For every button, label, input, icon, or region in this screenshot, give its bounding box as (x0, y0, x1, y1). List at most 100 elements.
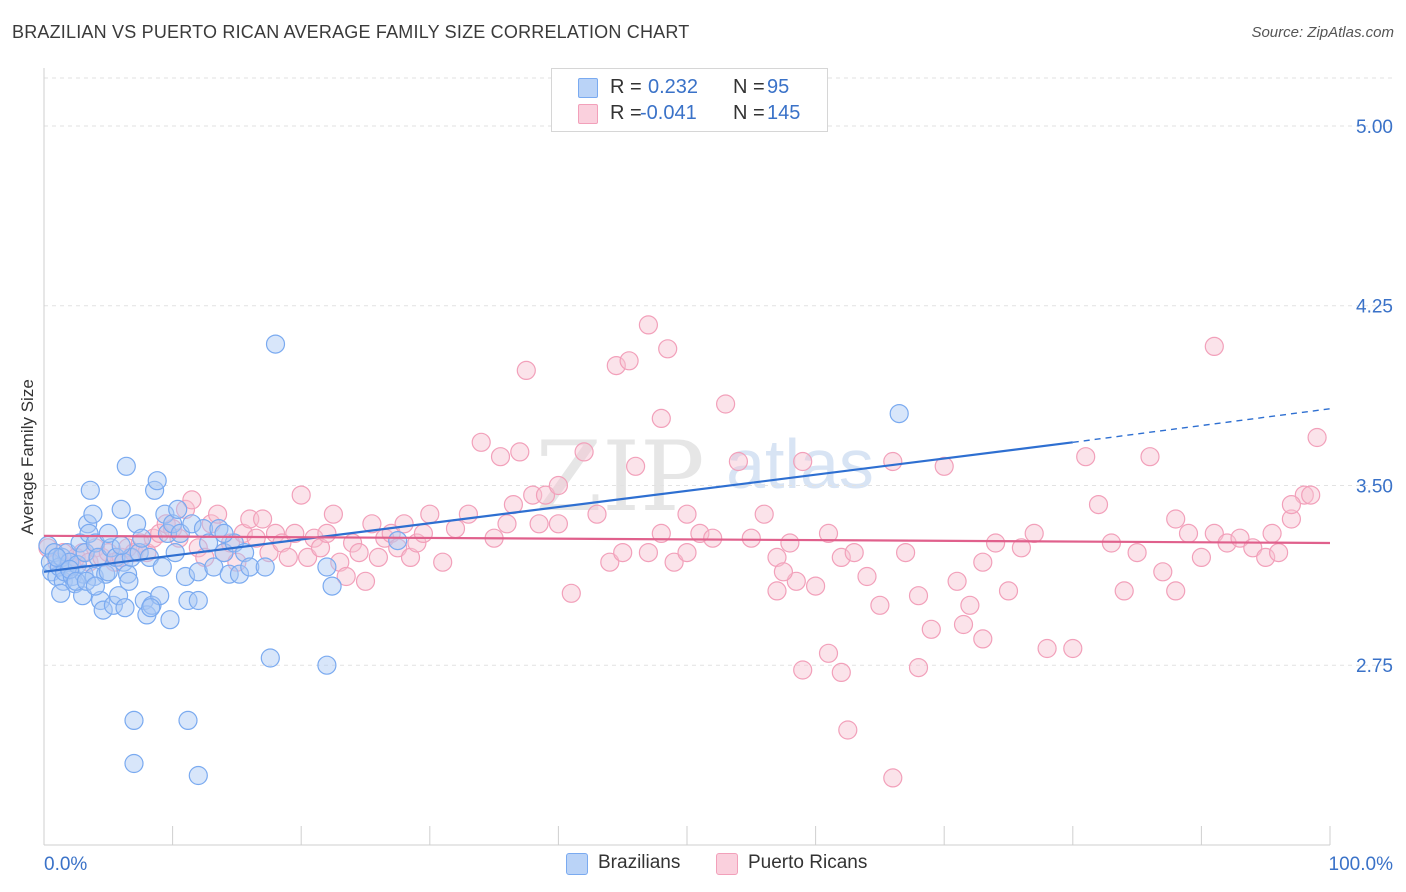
puerto-rican-point (658, 339, 678, 359)
brazilian-point (260, 648, 280, 668)
puerto-rican-point (1281, 495, 1302, 515)
puerto-rican-point (175, 499, 196, 519)
puerto-rican-point (291, 485, 311, 505)
brazilian-point (163, 514, 183, 534)
y-tick-label: 5.00 (1356, 117, 1393, 138)
puerto-rican-point (516, 360, 536, 380)
puerto-rican-point (574, 442, 594, 462)
puerto-rican-point (908, 586, 929, 606)
puerto-rican-point (510, 442, 530, 462)
puerto-rican-point (677, 504, 697, 524)
puerto-rican-point (1076, 447, 1096, 467)
brazilian-point (119, 571, 139, 591)
puerto-rican-point (921, 619, 941, 639)
puerto-rican-point (182, 490, 202, 510)
puerto-rican-point (317, 523, 337, 544)
brazilian-point (76, 571, 97, 591)
puerto-rican-point (1114, 581, 1134, 601)
legend-n-value: 145 (767, 102, 801, 124)
puerto-rican-point (433, 552, 453, 572)
puerto-rican-point (638, 315, 659, 335)
puerto-rican-point (960, 595, 980, 615)
puerto-rican-point (336, 566, 356, 587)
brazilian-point (116, 456, 136, 476)
series-swatch-blue (566, 853, 588, 875)
puerto-rican-point (490, 447, 511, 467)
puerto-rican-point (587, 504, 607, 524)
puerto-rican-point (703, 528, 723, 548)
puerto-rican-point (323, 504, 343, 524)
puerto-rican-point (349, 542, 369, 563)
puerto-rican-point (298, 547, 318, 568)
puerto-rican-point (625, 456, 646, 476)
brazilian-point (178, 590, 198, 611)
puerto-rican-point (741, 528, 761, 548)
brazilian-point (111, 535, 131, 556)
puerto-rican-point (883, 768, 903, 788)
chart-title: BRAZILIAN VS PUERTO RICAN AVERAGE FAMILY… (12, 22, 690, 42)
brazilian-point (147, 471, 167, 491)
puerto-rican-point (1088, 495, 1109, 515)
puerto-rican-point (458, 504, 478, 524)
puerto-rican-point (1281, 509, 1302, 529)
puerto-rican-point (1037, 638, 1057, 659)
puerto-rican-point (535, 485, 556, 505)
puerto-rican-point (413, 523, 433, 544)
brazilian-point (182, 514, 202, 534)
watermark-atlas: atlas (726, 425, 874, 503)
puerto-rican-point (600, 552, 620, 572)
puerto-rican-point (895, 542, 916, 563)
brazilian-point (188, 562, 208, 582)
puerto-rican-point (805, 576, 826, 596)
puerto-rican-point (1140, 447, 1160, 467)
brazilian-point (83, 504, 103, 524)
correlation-legend: R = 0.232 N = 95 R = -0.041 N = 145 (551, 68, 828, 132)
brazilian-point (111, 499, 131, 519)
series-label: Puerto Ricans (748, 852, 868, 873)
brazilian-point (72, 586, 93, 606)
puerto-rican-point (497, 514, 517, 534)
legend-r-label: R = (610, 76, 642, 98)
puerto-rican-point (786, 571, 806, 591)
brazilian-point (66, 571, 86, 591)
puerto-rican-point (606, 356, 626, 376)
brazilian-point (317, 557, 337, 577)
brazilian-point (127, 514, 147, 534)
puerto-rican-point (844, 542, 864, 563)
puerto-rican-point (953, 614, 974, 635)
brazilian-point (103, 595, 124, 615)
brazilian-point (175, 566, 196, 587)
puerto-rican-point (1063, 638, 1083, 659)
brazilian-point (322, 576, 342, 596)
puerto-rican-point (1153, 562, 1173, 582)
brazilian-point (85, 533, 106, 553)
puerto-rican-point (651, 523, 671, 544)
brazilian-point (188, 590, 208, 611)
brazilian-point (93, 600, 113, 620)
puerto-rican-point (690, 523, 710, 544)
puerto-rican-point (1166, 509, 1186, 529)
brazilian-point (108, 586, 129, 606)
puerto-rican-point (728, 451, 749, 472)
brazilian-point (132, 528, 152, 548)
brazilian-point (204, 557, 224, 577)
puerto-rican-point (1024, 523, 1044, 544)
series-label: Brazilians (598, 852, 681, 873)
puerto-rican-point (818, 643, 839, 663)
brazilian-point (47, 547, 67, 568)
puerto-rican-point (613, 542, 633, 563)
brazilians-trend-line (43, 441, 1073, 573)
legend-swatch-blue (578, 78, 598, 98)
brazilian-point (51, 583, 71, 603)
series-swatch-pink (716, 853, 738, 875)
puerto-rican-point (767, 547, 787, 568)
brazilian-point (229, 564, 250, 584)
puerto-rican-point (985, 533, 1006, 553)
puerto-rican-point (1307, 427, 1327, 448)
x-tick-label: 100.0% (1329, 854, 1394, 875)
brazilian-point (80, 480, 100, 500)
puerto-rican-point (651, 408, 671, 428)
brazilian-point (255, 557, 275, 577)
puerto-rican-point (362, 514, 382, 534)
brazilian-point (188, 765, 208, 786)
